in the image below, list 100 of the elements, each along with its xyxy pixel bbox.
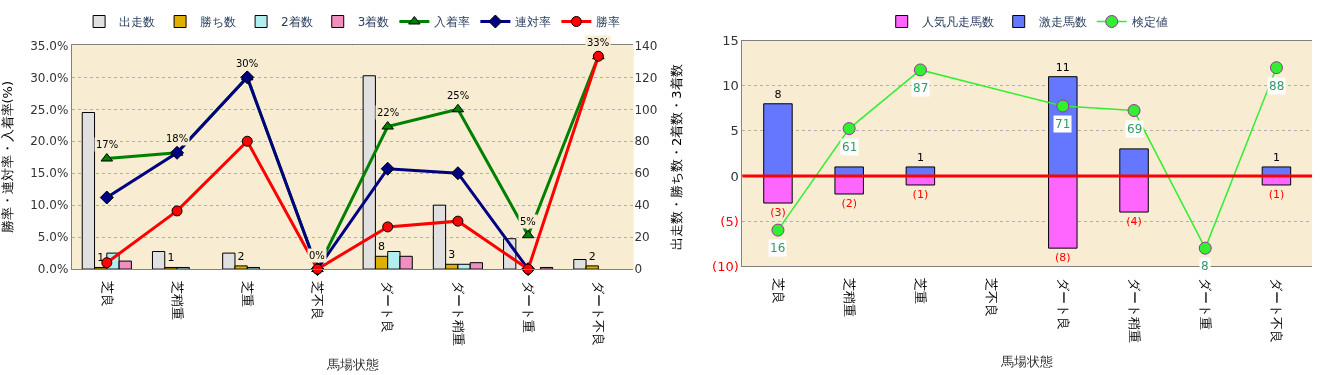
data-label: 33% — [587, 37, 610, 48]
data-label: 18% — [166, 133, 189, 144]
data-label: 69 — [1127, 122, 1143, 136]
x-tick-label: ダート重 — [520, 280, 536, 333]
y2-tick-label: 60 — [634, 166, 650, 181]
x-tick-label: ダート良 — [1055, 277, 1071, 330]
data-label: (3) — [770, 206, 786, 220]
legend-label: 3着数 — [357, 15, 390, 30]
bar — [1048, 175, 1078, 249]
data-label: 8 — [378, 240, 386, 254]
data-label: 16 — [770, 241, 786, 255]
y-tick-label: 35.0% — [30, 38, 69, 53]
data-label: 1 — [1272, 150, 1280, 164]
y-tick-label: 15.0% — [30, 166, 69, 181]
y-tick-label: 15 — [722, 33, 739, 49]
data-label: 22% — [377, 107, 400, 118]
legend-label: 勝率 — [596, 15, 621, 30]
y2-tick-label: 120 — [634, 70, 658, 85]
legend-label: 2着数 — [281, 15, 313, 30]
y2-tick-label: 0 — [634, 262, 643, 277]
data-label: 1 — [916, 150, 924, 164]
data-label: (1) — [912, 187, 929, 201]
y-tick-label: 10.0% — [30, 198, 69, 213]
x-tick-label: 芝稍重 — [841, 277, 857, 317]
y2-tick-label: 40 — [634, 198, 650, 213]
x-tick-label: ダート不良 — [1269, 277, 1285, 343]
data-label: 71 — [1055, 117, 1071, 131]
x-tick-label: 芝良 — [99, 280, 115, 307]
data-label: 3 — [448, 248, 456, 262]
data-label: 5% — [520, 216, 536, 227]
y-axis-title: 勝率・連対率・入着率(%) — [0, 80, 15, 234]
data-label: 25% — [447, 90, 470, 101]
point — [241, 135, 253, 147]
point — [170, 145, 185, 160]
data-label: 11 — [1055, 60, 1070, 74]
legend-label: 出走数 — [119, 15, 156, 30]
x-tick-label: 芝稍重 — [169, 280, 185, 320]
x-tick-label: ダート稍重 — [1126, 277, 1142, 343]
point — [171, 205, 183, 217]
point — [452, 215, 464, 227]
y-tick-label: (5) — [720, 213, 739, 229]
x-tick-label: 芝重 — [240, 280, 256, 307]
y-tick-label: 30.0% — [30, 70, 69, 85]
legend-label: 入着率 — [434, 15, 471, 30]
point — [240, 70, 255, 85]
y-tick-label: (10) — [712, 258, 739, 274]
data-label: 1 — [97, 251, 105, 265]
x-tick-label: ダート不良 — [591, 280, 607, 346]
y-tick-label: 5 — [730, 123, 739, 139]
bar — [834, 175, 864, 195]
bar — [763, 175, 793, 204]
point — [842, 122, 856, 136]
data-label: 17% — [96, 139, 119, 150]
point — [521, 229, 535, 239]
data-label: 88 — [1269, 79, 1285, 93]
data-label: 2 — [588, 249, 596, 263]
y-tick-label: 10 — [722, 78, 739, 94]
point — [1198, 241, 1212, 255]
data-label: (2) — [841, 197, 857, 211]
data-label: 30% — [236, 58, 259, 69]
data-label: 0% — [309, 250, 325, 261]
legend-label: 勝ち数 — [200, 15, 237, 30]
data-label: 61 — [842, 140, 858, 154]
x-axis-title: 馬場状態 — [1000, 354, 1054, 370]
x-tick-label: 芝不良 — [310, 280, 326, 320]
point — [771, 223, 785, 237]
y2-tick-label: 140 — [634, 38, 658, 53]
legend-label: 検定値 — [1131, 15, 1168, 30]
point — [99, 190, 114, 205]
data-label: (8) — [1055, 251, 1071, 265]
y2-tick-label: 80 — [634, 134, 650, 149]
point — [913, 63, 927, 77]
y-tick-label: 25.0% — [30, 102, 69, 117]
y-tick-label: 0 — [730, 168, 739, 184]
point — [1056, 99, 1070, 113]
bar — [905, 175, 936, 186]
bar — [1119, 175, 1149, 213]
x-tick-label: 芝良 — [770, 277, 786, 304]
y2-tick-label: 20 — [634, 230, 650, 245]
y-tick-label: 20.0% — [30, 134, 69, 149]
data-label: 87 — [913, 81, 929, 95]
legend-label: 人気凡走馬数 — [921, 15, 994, 30]
x-tick-label: 芝不良 — [984, 277, 1000, 317]
data-label: 1 — [167, 251, 175, 265]
x-tick-label: ダート良 — [380, 280, 396, 333]
legend-label: 激走馬数 — [1038, 15, 1087, 30]
y2-tick-label: 100 — [634, 102, 658, 117]
point — [1127, 104, 1141, 118]
point — [450, 166, 465, 181]
bar — [1119, 148, 1149, 177]
point — [382, 221, 394, 233]
y2-axis-title: 出走数・勝ち数・2着数・3着数 — [668, 64, 684, 251]
x-tick-label: ダート稍重 — [450, 280, 466, 346]
x-tick-label: 芝重 — [913, 277, 929, 304]
x-tick-label: ダート重 — [1198, 277, 1214, 330]
point — [451, 103, 465, 113]
y-tick-label: 5.0% — [37, 230, 69, 245]
legend-label: 連対率 — [515, 15, 552, 30]
data-label: 2 — [237, 249, 245, 263]
point — [1269, 61, 1283, 75]
